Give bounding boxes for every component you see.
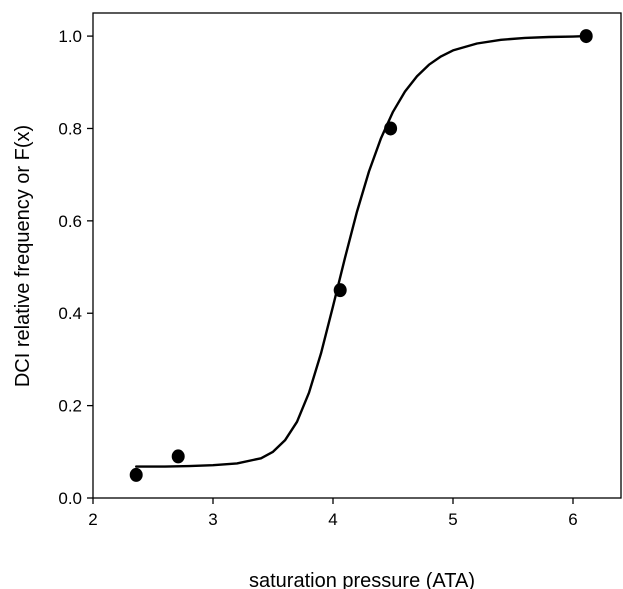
y-tick-label: 0.8 <box>58 119 82 138</box>
data-points <box>129 29 593 482</box>
x-tick-label: 2 <box>88 510 97 529</box>
x-tick-label: 4 <box>328 510 337 529</box>
y-tick-label: 0.4 <box>58 304 82 323</box>
y-axis: 0.0 0.2 0.4 0.6 0.8 1.0 <box>58 27 93 508</box>
fitted-curve <box>135 34 588 468</box>
plot-frame <box>92 12 622 499</box>
y-axis-title: DCI relative frequency or F(x) <box>12 125 34 387</box>
data-point <box>579 29 593 44</box>
x-tick-label: 3 <box>208 510 217 529</box>
x-axis: 2 3 4 5 6 <box>88 498 578 529</box>
data-point <box>171 449 185 464</box>
x-tick-label: 6 <box>568 510 577 529</box>
y-tick-label: 0.2 <box>58 397 82 416</box>
y-tick-label: 0.6 <box>58 212 82 231</box>
y-tick-label: 0.0 <box>58 489 82 508</box>
x-axis-title: saturation pressure (ATA) <box>249 570 475 589</box>
data-point <box>384 121 398 136</box>
y-tick-label: 1.0 <box>58 27 82 46</box>
data-point <box>129 467 143 482</box>
data-point <box>333 283 347 298</box>
x-tick-label: 5 <box>448 510 457 529</box>
